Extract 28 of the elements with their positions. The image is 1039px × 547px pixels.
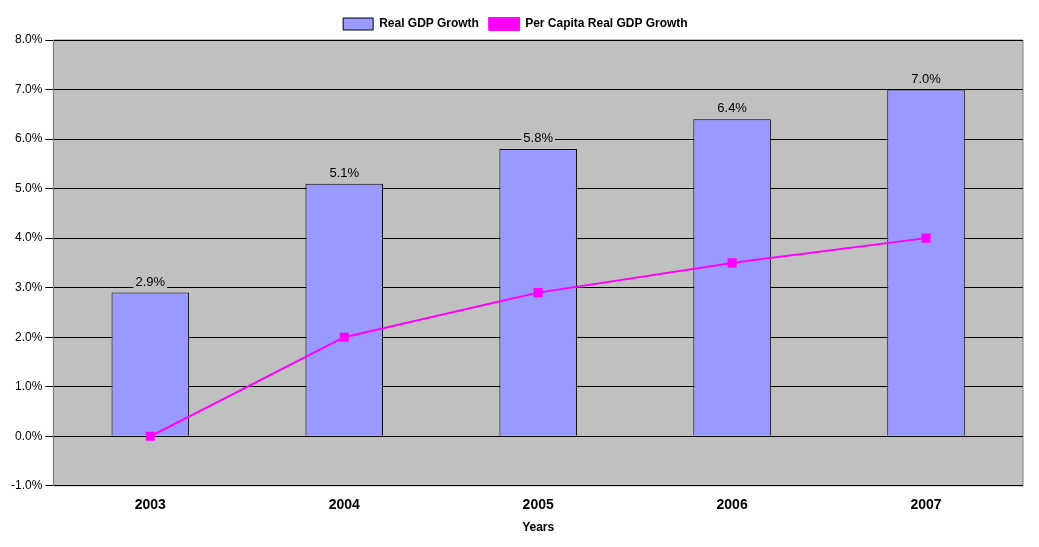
- x-tick-label: 2006: [716, 496, 748, 513]
- y-tick-label: 6.0%: [14, 131, 43, 146]
- x-tick-label: 2005: [522, 496, 554, 513]
- y-tick-label: 7.0%: [14, 81, 43, 96]
- data-label: 6.4%: [717, 100, 748, 116]
- x-tick-label: 2004: [328, 496, 361, 513]
- x-axis-title: Years: [522, 520, 555, 535]
- point: [533, 288, 543, 298]
- point: [921, 233, 931, 243]
- legend-label: Real GDP Growth: [379, 16, 479, 31]
- y-tick-label: -1.0%: [10, 478, 43, 493]
- y-tick-label: 2.0%: [14, 329, 43, 344]
- point: [727, 258, 737, 268]
- y-tick-label: 0.0%: [14, 428, 43, 443]
- y-tick-label: 3.0%: [14, 279, 43, 294]
- data-label: 2.9%: [135, 273, 166, 289]
- y-tick-label: 1.0%: [14, 379, 43, 394]
- point: [339, 332, 349, 342]
- legend-label: Per Capita Real GDP Growth: [525, 16, 688, 31]
- data-label: 5.1%: [329, 164, 360, 180]
- data-label: 7.0%: [911, 70, 942, 86]
- point: [145, 431, 155, 441]
- x-tick-label: 2003: [134, 496, 167, 513]
- x-tick-label: 2007: [910, 496, 942, 513]
- y-tick-label: 4.0%: [14, 230, 43, 245]
- y-tick-label: 8.0%: [14, 32, 43, 47]
- y-tick-label: 5.0%: [14, 180, 43, 195]
- data-label: 5.8%: [523, 130, 554, 146]
